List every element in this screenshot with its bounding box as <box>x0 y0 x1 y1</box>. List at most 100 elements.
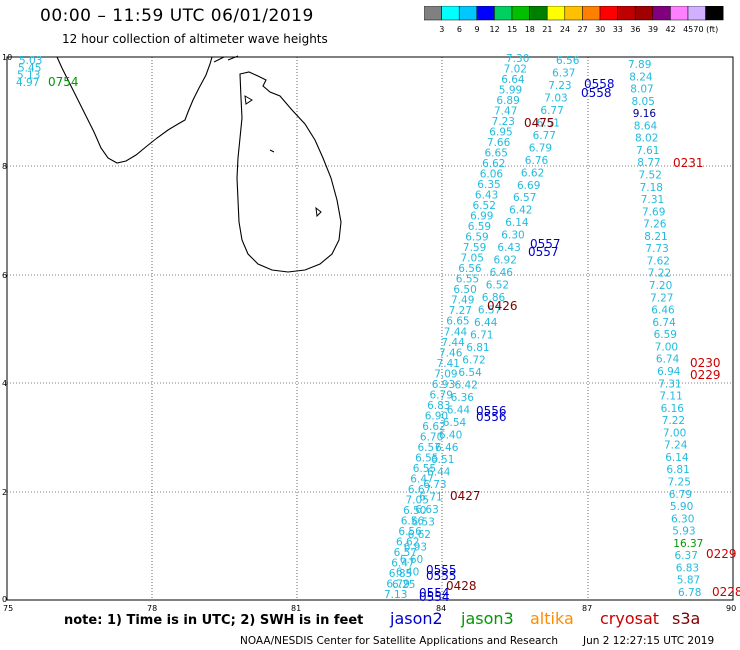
track-value-a: 6.50 <box>453 284 476 296</box>
track-value-right: 7.89 <box>628 59 651 71</box>
track-value-right: 9.16 <box>633 108 657 120</box>
india-coastline <box>56 56 213 164</box>
track-value-a: 6.65 <box>485 148 508 160</box>
colorbar-label: 21 <box>542 25 552 34</box>
track-value-right: 8.05 <box>632 96 655 108</box>
track-value-right: 7.20 <box>649 280 672 292</box>
track-value-b: 6.60 <box>400 554 423 566</box>
track-value-right: 7.00 <box>663 427 686 439</box>
track-value-right: 7.00 <box>655 341 678 353</box>
track-value-a: 6.59 <box>468 221 491 233</box>
track-value-b: 6.57 <box>478 305 501 317</box>
colorbar-label: 42 <box>666 25 676 34</box>
pass-label: 0229 <box>706 547 737 561</box>
x-tick-87: 87 <box>582 604 592 613</box>
gulf-of-mannar-islands <box>213 55 322 218</box>
track-value-b: 6.40 <box>439 429 462 441</box>
track-value-b: 6.44 <box>427 467 451 479</box>
pass-label: 0475 <box>524 116 555 130</box>
track-value-corner: 5.13 <box>17 70 40 82</box>
track-value-right: 6.46 <box>651 305 675 317</box>
track-value-right: 6.83 <box>676 562 699 574</box>
colorbar-label: 3 <box>439 25 444 34</box>
colorbar-label: 36 <box>630 25 640 34</box>
track-value-right: 7.31 <box>658 378 681 390</box>
track-value-a: 6.52 <box>473 200 496 212</box>
track-value-b: 6.25 <box>392 579 415 591</box>
track-value-a: 6.35 <box>477 179 500 191</box>
track-value-right: 6.81 <box>666 464 689 476</box>
track-value-right: 6.30 <box>671 513 694 525</box>
pass-label: 0428 <box>446 579 477 593</box>
track-value-right: 7.11 <box>659 391 682 403</box>
track-value-b: 6.40 <box>396 567 419 579</box>
track-value-right: 6.74 <box>656 354 680 366</box>
footer-note: note: 1) Time is in UTC; 2) SWH is in fe… <box>64 613 364 628</box>
track-value-a: 6.62 <box>396 537 419 549</box>
track-value-b: 6.44 <box>447 404 471 416</box>
track-value-right: 16.37 <box>673 538 703 550</box>
track-value-right: 7.73 <box>645 243 668 255</box>
x-tick-75: 75 <box>3 604 13 613</box>
track-value-b: 6.77 <box>540 105 563 117</box>
track-value-right: 8.64 <box>634 120 658 132</box>
pass-label: 0555 <box>426 563 457 577</box>
pass-label: 0427 <box>450 489 481 503</box>
track-value-a: 7.41 <box>437 358 460 370</box>
track-value-right: 8.21 <box>644 231 667 243</box>
track-value-right: 5.87 <box>677 575 700 587</box>
track-value-right: 7.31 <box>641 194 664 206</box>
track-value-corner: 4.97 <box>16 77 39 89</box>
colorbar-label: 30 <box>595 25 605 34</box>
track-value-right: 7.24 <box>664 440 688 452</box>
track-value-a: 7.66 <box>487 137 511 149</box>
track-value-b: 6.81 <box>466 342 489 354</box>
track-value-b: 6.73 <box>423 479 446 491</box>
track-value-right: 6.74 <box>652 317 676 329</box>
pass-label: 0557 <box>530 237 561 251</box>
page-title: 00:00 – 11:59 UTC 06/01/2019 <box>40 6 314 26</box>
colorbar-swatch <box>705 5 724 21</box>
pass-label: 0426 <box>487 299 518 313</box>
legend-altika: altika <box>530 609 574 628</box>
track-value-a: 7.09 <box>434 368 457 380</box>
track-value-b: 6.93 <box>404 542 427 554</box>
track-value-a: 7.13 <box>384 589 407 601</box>
track-value-b: 6.63 <box>415 504 438 516</box>
colorbar-label: 33 <box>613 25 623 34</box>
track-value-b: 6.62 <box>408 529 431 541</box>
track-value-a: 6.79 <box>386 579 409 591</box>
track-value-right: 7.27 <box>650 292 673 304</box>
track-value-a: 7.05 <box>406 494 429 506</box>
track-value-right: 7.61 <box>636 145 659 157</box>
track-value-a: 6.55 <box>413 463 436 475</box>
track-value-right: 7.25 <box>668 477 691 489</box>
track-value-b: 6.92 <box>494 255 517 267</box>
track-value-b: 6.46 <box>435 442 459 454</box>
pass-label: 0556 <box>476 404 507 418</box>
track-value-corner: 5.03 <box>19 55 42 67</box>
track-value-b: 6.36 <box>451 392 475 404</box>
colorbar-label: 18 <box>525 25 535 34</box>
track-value-a: 6.99 <box>470 211 493 223</box>
pass-label: 0229 <box>690 368 721 382</box>
axis-tick-labels: 75 78 81 84 87 90 0 2 4 6 8 10 <box>2 53 736 613</box>
track-value-b: 6.51 <box>537 117 560 129</box>
track-value-a: 6.57 <box>394 547 417 559</box>
pass-label: 0228 <box>712 585 740 599</box>
track-value-b: 6.62 <box>521 167 544 179</box>
track-value-b: 6.54 <box>458 367 482 379</box>
y-tick-6: 6 <box>2 271 7 280</box>
legend-cryosat: cryosat <box>600 609 660 628</box>
track-value-right: 8.77 <box>637 157 660 169</box>
track-value-a: 6.43 <box>475 190 498 202</box>
pass-label: 0554 <box>419 590 450 604</box>
pass-label: 0557 <box>528 245 559 259</box>
legend-s3a: s3a <box>672 609 701 628</box>
track-value-a: 5.99 <box>499 85 522 97</box>
track-value-right: 8.02 <box>635 133 658 145</box>
track-value-a: 7.27 <box>449 305 472 317</box>
track-value-b: 6.42 <box>509 205 532 217</box>
track-value-a: 7.02 <box>504 64 527 76</box>
